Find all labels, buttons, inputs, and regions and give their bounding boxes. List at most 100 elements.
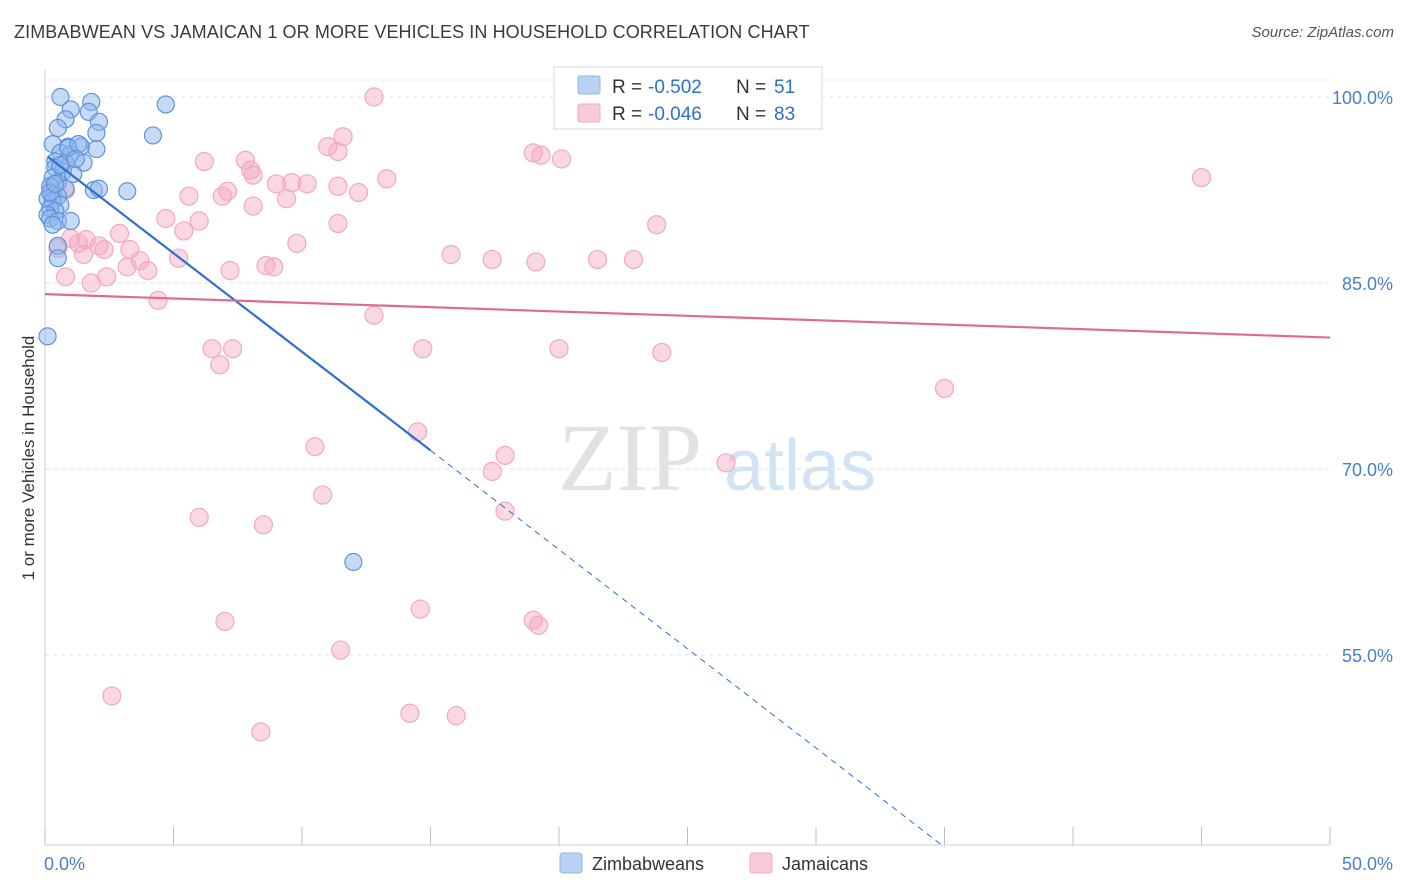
point-jamaicans-19 [179,186,199,206]
point-zimbabweans-27 [118,182,137,201]
point-zimbabweans-2 [156,95,175,114]
point-zimbabweans-0 [51,87,70,107]
legend-r-label-1: R = [612,77,642,98]
point-jamaicans-67 [495,501,515,521]
trend-jamaicans [44,293,1331,339]
point-jamaicans-13 [266,174,286,194]
gridlines [45,79,1330,656]
point-jamaicans-66 [312,485,333,505]
y-axis-label: 1 or more Vehicles in Household [19,336,38,581]
series-legend: Zimbabweans Jamaicans [559,852,868,874]
point-jamaicans-48 [220,261,240,281]
legend-r-value-1: -0.502 [648,77,702,98]
point-jamaicans-9 [235,150,256,170]
point-jamaicans-36 [73,244,94,265]
point-jamaicans-28 [109,223,130,243]
point-jamaicans-26 [647,215,667,235]
point-jamaicans-47 [138,261,158,281]
point-jamaicans-2 [333,127,353,147]
point-jamaicans-55 [223,339,243,359]
watermark: ZIP atlas [558,404,876,511]
point-jamaicans-56 [413,339,433,359]
point-jamaicans-11 [243,165,263,185]
point-jamaicans-75 [102,686,122,706]
point-jamaicans-69 [253,515,274,535]
point-jamaicans-68 [189,507,209,527]
point-jamaicans-49 [55,267,76,287]
point-jamaicans-12 [377,169,397,189]
point-jamaicans-58 [652,342,672,363]
point-jamaicans-61 [408,422,428,442]
x-tick-label-1: 50.0% [1342,854,1393,874]
point-zimbabweans-9 [143,126,163,145]
point-jamaicans-77 [446,706,466,726]
point-jamaicans-46 [264,257,284,277]
point-jamaicans-8 [194,151,214,172]
point-jamaicans-18 [348,182,369,203]
point-zimbabweans-39 [61,211,80,231]
point-jamaicans-43 [526,252,546,272]
x-tick-labels: 0.0% 50.0% [44,854,1393,874]
trend-lines [44,155,1331,848]
x-tick-label-0: 0.0% [44,854,85,874]
legend-n-value-1: 51 [774,77,795,98]
point-zimbabweans-43 [38,327,57,346]
point-jamaicans-79 [1191,168,1212,188]
point-zimbabweans-40 [43,215,62,234]
point-jamaicans-22 [243,196,263,216]
point-jamaicans-64 [495,445,515,465]
series-zimbabweans-points [38,87,363,572]
point-zimbabweans-7 [48,118,67,138]
source-label: Source: ZipAtlas.com [1251,24,1394,41]
trend-zimbabweans-extension [430,450,945,848]
point-zimbabweans-49 [66,149,85,169]
point-zimbabweans-44 [344,552,363,572]
series-legend-jamaicans: Jamaicans [782,854,868,874]
chart-title: ZIMBABWEAN VS JAMAICAN 1 OR MORE VEHICLE… [14,22,810,42]
point-jamaicans-27 [174,221,194,241]
legend-swatch-zimbabweans [577,75,601,95]
point-jamaicans-41 [623,249,644,270]
point-jamaicans-74 [330,640,351,660]
point-jamaicans-54 [202,339,222,359]
point-jamaicans-59 [210,355,230,375]
y-tick-labels: 55.0% 70.0% 85.0% 100.0% [1332,88,1393,666]
point-jamaicans-25 [328,213,348,234]
point-jamaicans-24 [189,211,209,231]
point-jamaicans-51 [81,273,101,293]
point-jamaicans-20 [212,186,232,206]
y-tick-label-2: 85.0% [1342,274,1393,294]
point-zimbabweans-42 [48,249,67,268]
point-jamaicans-6 [531,145,551,165]
legend-r-label-2: R = [612,104,642,125]
point-jamaicans-78 [251,722,271,742]
point-jamaicans-21 [276,189,297,209]
point-jamaicans-76 [400,703,420,723]
point-jamaicans-37 [441,244,461,265]
point-jamaicans-7 [551,149,572,169]
legend-n-label-2: N = [736,104,766,125]
point-jamaicans-65 [716,453,736,473]
series-legend-swatch-zimbabweans [559,852,583,874]
point-zimbabweans-47 [69,135,88,154]
point-zimbabweans-13 [87,139,106,159]
point-jamaicans-45 [256,256,276,276]
trend-zimbabweans [46,155,432,452]
point-jamaicans-62 [305,437,325,457]
point-jamaicans-53 [364,305,384,325]
series-legend-zimbabweans: Zimbabweans [592,854,704,874]
point-jamaicans-63 [482,461,502,482]
point-jamaicans-0 [364,87,384,107]
point-jamaicans-15 [297,174,317,194]
point-jamaicans-57 [549,339,569,359]
point-jamaicans-71 [215,611,235,632]
legend-r-value-2: -0.046 [648,104,702,125]
point-jamaicans-40 [587,249,608,270]
stats-legend: R = -0.502 N = 51 R = -0.046 N = 83 [553,66,823,130]
point-jamaicans-33 [89,236,109,256]
point-jamaicans-52 [148,290,168,310]
point-jamaicans-16 [328,176,348,196]
legend-n-value-2: 83 [774,104,795,125]
point-jamaicans-4 [328,141,348,162]
